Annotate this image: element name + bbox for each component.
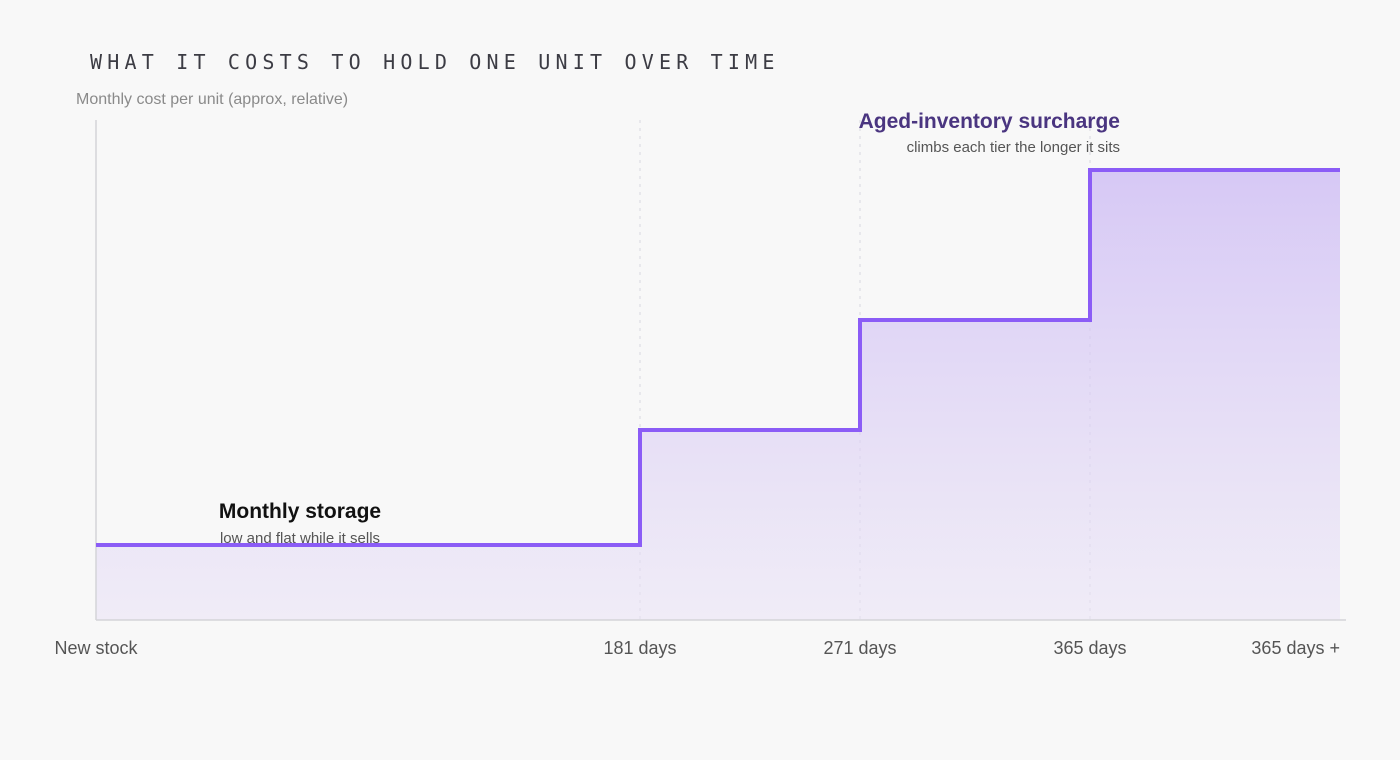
x-tick-label: 271 days bbox=[823, 638, 896, 658]
label-layer: New stock 181 days 271 days 365 days 365 day… bbox=[54, 638, 1340, 658]
area-layer bbox=[96, 170, 1340, 620]
annotation-subtitle-surcharge: climbs each tier the longer it sits bbox=[907, 139, 1120, 156]
chart-title: WHAT IT COSTS TO HOLD ONE UNIT OVER TIME bbox=[90, 50, 780, 74]
annotation-title-surcharge: Aged-inventory surcharge bbox=[859, 110, 1120, 133]
line-layer bbox=[96, 168, 1340, 547]
cost-step-line bbox=[96, 168, 1340, 547]
y-axis-label: Monthly cost per unit (approx, relative) bbox=[76, 91, 349, 108]
x-tick-label: 365 days + bbox=[1251, 638, 1340, 658]
x-tick-label: 181 days bbox=[603, 638, 676, 658]
cost-area-fill bbox=[96, 170, 1340, 620]
annotation-subtitle-storage: low and flat while it sells bbox=[220, 530, 380, 547]
axis-layer bbox=[95, 120, 1346, 621]
x-tick-label: 365 days bbox=[1053, 638, 1126, 658]
annotation-layer: Monthly storage low and flat while it sel… bbox=[219, 110, 1120, 547]
annotation-title-storage: Monthly storage bbox=[219, 500, 381, 523]
x-tick-label: New stock bbox=[54, 638, 138, 658]
